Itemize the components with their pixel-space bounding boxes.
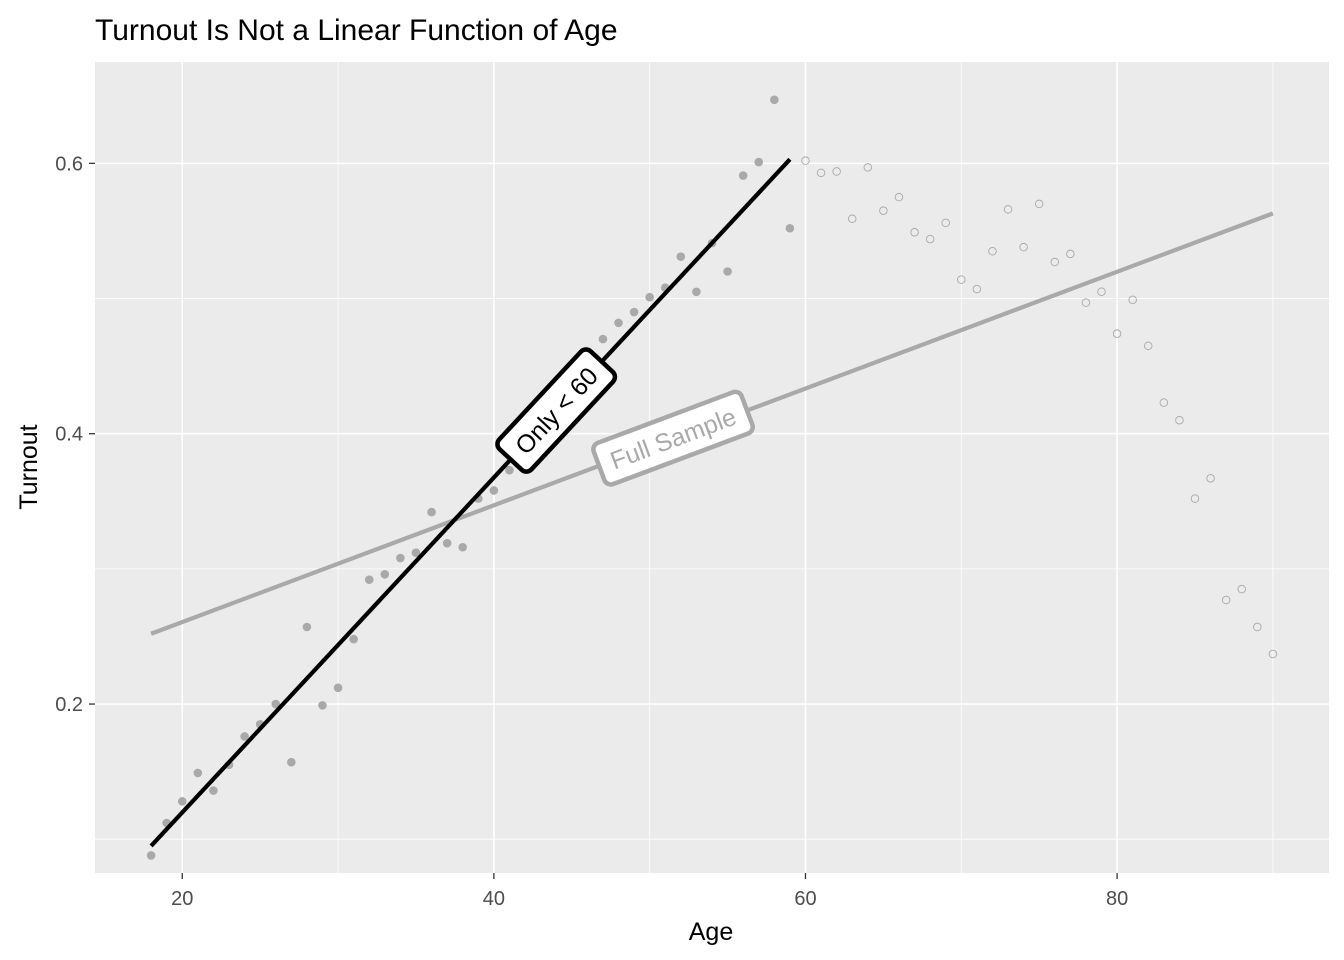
x-tick-label: 60 (794, 888, 816, 910)
point-60-plus (941, 218, 950, 228)
point-under-60 (318, 701, 327, 710)
point-60-plus (1081, 298, 1091, 307)
point-under-60 (193, 768, 203, 778)
y-tick-label: 0.4 (55, 424, 83, 446)
point-60-plus (925, 234, 935, 244)
point-under-60 (287, 757, 296, 767)
x-axis-title: Age (689, 918, 733, 946)
point-60-plus (1112, 329, 1122, 338)
minor-grid (95, 62, 1329, 873)
x-axis: 20 40 60 80 (171, 873, 1128, 910)
point-under-60 (614, 318, 623, 328)
point-under-60 (380, 569, 390, 579)
point-60-plus (1066, 249, 1075, 259)
point-60-plus (988, 246, 997, 256)
x-tick-label: 40 (483, 888, 505, 910)
point-under-60 (645, 292, 654, 302)
fit-line (149, 157, 792, 848)
point-under-60 (692, 287, 701, 297)
point-under-60 (754, 157, 764, 167)
point-60-plus (816, 168, 826, 178)
point-60-plus (1190, 494, 1200, 503)
y-tick-label: 0.6 (55, 153, 83, 175)
point-60-plus (972, 284, 982, 294)
point-under-60 (364, 575, 374, 584)
point-60-plus (1003, 205, 1013, 214)
point-60-plus (1128, 295, 1137, 305)
point-under-60 (146, 851, 156, 860)
point-under-60 (411, 548, 421, 557)
point-under-60 (271, 699, 281, 709)
point-60-plus (832, 167, 841, 176)
point-60-plus (1019, 242, 1028, 252)
point-under-60 (427, 507, 436, 517)
y-axis-title: Turnout (15, 424, 43, 509)
point-under-60 (598, 334, 608, 344)
point-60-plus (1221, 595, 1231, 605)
point-under-60 (629, 307, 639, 317)
point-under-60 (333, 683, 343, 693)
fit-label-box (495, 347, 618, 474)
point-under-60 (240, 732, 249, 741)
point-60-plus (1050, 257, 1060, 267)
point-under-60 (349, 634, 358, 644)
point-60-plus (1268, 649, 1278, 659)
fit-label-box (591, 389, 755, 487)
point-under-60 (505, 465, 514, 475)
point-60-plus (1159, 398, 1169, 407)
point-60-plus (1097, 287, 1106, 297)
x-tick-label: 20 (171, 888, 193, 910)
point-60-plus (847, 214, 857, 224)
point-under-60 (396, 553, 405, 563)
point-60-plus (957, 275, 966, 284)
point-60-plus (1144, 341, 1153, 351)
point-60-plus (801, 156, 810, 165)
point-60-plus (1237, 584, 1246, 594)
point-under-60 (209, 786, 218, 795)
point-60-plus (1034, 199, 1044, 209)
point-60-plus (1206, 474, 1215, 483)
point-under-60 (785, 223, 795, 233)
point-60-plus (1175, 415, 1184, 425)
y-axis: 0.2 0.4 0.6 (55, 153, 95, 716)
point-60-plus (1253, 622, 1262, 632)
y-tick-label: 0.2 (55, 694, 83, 716)
point-under-60 (458, 542, 468, 552)
point-under-60 (302, 622, 312, 632)
point-under-60 (723, 267, 732, 276)
point-under-60 (442, 538, 452, 548)
point-60-plus (863, 163, 873, 172)
point-60-plus (894, 192, 904, 202)
point-under-60 (770, 95, 779, 105)
point-under-60 (676, 252, 686, 261)
point-under-60 (738, 171, 748, 180)
chart-title: Turnout Is Not a Linear Function of Age (95, 14, 618, 47)
x-tick-label: 80 (1106, 888, 1128, 910)
point-60-plus (910, 228, 919, 237)
plot-panel (95, 62, 1329, 873)
point-60-plus (879, 206, 888, 215)
point-under-60 (177, 797, 187, 806)
point-under-60 (489, 486, 499, 495)
